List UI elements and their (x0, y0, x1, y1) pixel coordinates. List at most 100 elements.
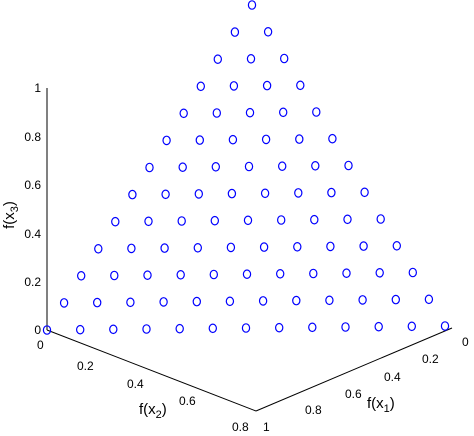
z-tick-label: 1 (34, 81, 41, 95)
data-point (226, 242, 236, 253)
data-point (277, 215, 286, 225)
data-point (359, 241, 368, 251)
data-point (243, 215, 253, 226)
data-point (211, 162, 220, 172)
data-point (408, 267, 417, 278)
data-point (296, 80, 305, 91)
data-point (328, 133, 337, 144)
data-point (246, 53, 256, 64)
y-axis-label: f(x2) (139, 401, 167, 421)
z-axis-label: f(x3) (1, 201, 21, 229)
z-tick-label: 0 (34, 323, 41, 337)
x-tick-label: 0.2 (422, 352, 439, 366)
data-point (161, 189, 170, 200)
data-point (275, 322, 284, 333)
data-point (358, 295, 367, 305)
data-point (128, 189, 137, 200)
x-tick-label: 0.6 (345, 387, 362, 401)
x-axis-label: f(x1) (367, 395, 395, 415)
y-tick-label: 0.2 (77, 359, 94, 373)
data-point (344, 160, 353, 171)
data-point (162, 135, 171, 146)
data-point (176, 269, 185, 280)
x-tick-label: 0 (462, 335, 469, 349)
data-point (195, 135, 204, 145)
data-point (342, 268, 351, 278)
data-point (311, 161, 320, 171)
data-point (76, 270, 86, 281)
data-point (308, 322, 317, 333)
data-point (212, 108, 221, 118)
data-point (209, 269, 218, 280)
z-tick-labels: 0 0.2 0.4 0.6 0.8 1 (24, 81, 41, 337)
data-point (227, 188, 237, 199)
data-point (210, 215, 219, 226)
y-tick-label: 0 (37, 338, 44, 352)
data-point (213, 54, 222, 64)
data-point (59, 298, 69, 308)
data-point (327, 187, 336, 198)
data-point (177, 216, 186, 226)
data-point (260, 188, 270, 199)
data-point (247, 0, 257, 10)
data-point (111, 216, 120, 227)
z-tick-label: 0.8 (24, 130, 41, 144)
data-point (376, 214, 385, 224)
data-point (225, 296, 235, 307)
data-point (312, 107, 321, 117)
data-point (259, 242, 269, 252)
data-point (42, 325, 52, 335)
data-point (276, 268, 285, 279)
y-axis-line (46, 329, 257, 412)
y-tick-label: 0.4 (127, 377, 144, 391)
data-point (261, 134, 271, 145)
data-point (440, 321, 450, 331)
data-point (293, 242, 302, 252)
data-point (127, 243, 136, 254)
data-point (193, 243, 202, 253)
data-point (159, 297, 168, 307)
data-point (143, 270, 152, 280)
z-tick-label: 0.6 (24, 178, 41, 192)
x-tick-labels: 1 0.8 0.6 0.4 0.2 0 (263, 335, 469, 434)
data-point (144, 216, 153, 227)
data-point (263, 26, 273, 37)
x-axis-line (255, 327, 453, 412)
data-point (142, 324, 151, 334)
data-point (375, 267, 384, 278)
data-point (343, 214, 352, 225)
data-point (294, 188, 303, 198)
data-point (94, 244, 103, 254)
x-tick-label: 1 (263, 420, 270, 434)
data-point (145, 162, 154, 173)
data-point (241, 323, 251, 333)
y-tick-labels: 0 0.2 0.4 0.6 0.8 (37, 338, 249, 434)
data-point (160, 243, 169, 253)
data-point (424, 294, 434, 305)
data-point (208, 323, 217, 334)
data-point (228, 134, 238, 145)
data-point (278, 161, 287, 171)
data-point (242, 269, 252, 279)
data-point (179, 108, 188, 119)
data-point (244, 161, 254, 172)
data-point (407, 321, 416, 332)
data-points (42, 0, 450, 335)
data-point (192, 296, 201, 307)
data-point (230, 27, 240, 37)
data-point (392, 241, 401, 251)
data-point (295, 134, 304, 144)
z-tick-label: 0.2 (24, 275, 41, 289)
data-point (110, 270, 119, 281)
data-point (229, 81, 239, 91)
data-point (258, 296, 268, 306)
data-point (175, 323, 184, 334)
data-point (326, 241, 335, 252)
data-point (360, 187, 369, 198)
data-point (126, 297, 135, 308)
data-point (245, 107, 255, 118)
data-point (196, 81, 205, 92)
data-point (262, 80, 272, 91)
data-point (391, 294, 400, 305)
